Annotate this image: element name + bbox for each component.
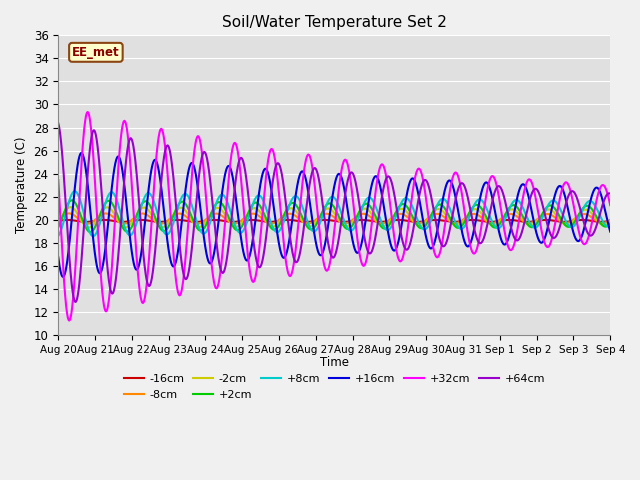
Line: +2cm: +2cm: [58, 200, 611, 232]
+32cm: [388, 219, 396, 225]
+2cm: [173, 204, 180, 210]
X-axis label: Time: Time: [320, 356, 349, 369]
-16cm: [606, 218, 614, 224]
+16cm: [607, 228, 614, 234]
Line: +8cm: +8cm: [58, 192, 611, 236]
-8cm: [65, 211, 73, 216]
+64cm: [606, 191, 614, 196]
-2cm: [209, 208, 216, 214]
+8cm: [388, 222, 396, 228]
+2cm: [86, 229, 94, 235]
-8cm: [209, 212, 216, 217]
-16cm: [398, 217, 406, 223]
+32cm: [209, 271, 216, 276]
+64cm: [607, 191, 614, 197]
-2cm: [607, 218, 614, 224]
Text: EE_met: EE_met: [72, 46, 120, 59]
+16cm: [209, 256, 216, 262]
+64cm: [54, 120, 62, 126]
-8cm: [173, 211, 180, 217]
-8cm: [554, 217, 562, 223]
-2cm: [398, 206, 406, 212]
-8cm: [83, 221, 91, 227]
-16cm: [54, 218, 62, 224]
+16cm: [388, 246, 396, 252]
+16cm: [59, 274, 67, 280]
+2cm: [398, 202, 406, 207]
-2cm: [173, 207, 180, 213]
+2cm: [606, 221, 614, 227]
+16cm: [54, 254, 62, 260]
-16cm: [173, 217, 180, 223]
-2cm: [54, 219, 62, 225]
Y-axis label: Temperature (C): Temperature (C): [15, 137, 28, 233]
-8cm: [398, 211, 406, 217]
-16cm: [597, 219, 605, 225]
+16cm: [398, 220, 406, 226]
-8cm: [54, 217, 62, 223]
Legend: -16cm, -8cm, -2cm, +2cm, +8cm, +16cm, +32cm, +64cm: -16cm, -8cm, -2cm, +2cm, +8cm, +16cm, +3…: [119, 370, 549, 404]
+2cm: [388, 216, 396, 222]
-16cm: [388, 217, 396, 223]
+2cm: [554, 211, 562, 216]
+64cm: [388, 181, 396, 187]
+16cm: [173, 255, 180, 261]
+2cm: [209, 207, 216, 213]
+64cm: [209, 201, 216, 206]
Line: -8cm: -8cm: [58, 214, 611, 224]
+2cm: [68, 197, 76, 203]
+32cm: [606, 202, 614, 207]
+8cm: [71, 189, 79, 194]
-2cm: [554, 215, 562, 220]
-16cm: [209, 217, 216, 223]
-16cm: [607, 218, 614, 224]
+32cm: [607, 202, 614, 208]
+16cm: [554, 184, 562, 190]
-2cm: [388, 215, 396, 220]
+8cm: [90, 233, 97, 239]
Line: -2cm: -2cm: [58, 207, 611, 228]
+32cm: [54, 177, 62, 183]
+16cm: [606, 228, 614, 234]
Line: +16cm: +16cm: [58, 153, 611, 277]
Line: +64cm: +64cm: [58, 123, 611, 302]
-16cm: [63, 217, 71, 223]
+64cm: [72, 299, 79, 305]
-2cm: [606, 218, 614, 224]
+32cm: [84, 109, 92, 115]
-2cm: [85, 225, 93, 230]
Title: Soil/Water Temperature Set 2: Soil/Water Temperature Set 2: [222, 15, 447, 30]
+8cm: [209, 212, 216, 217]
-8cm: [388, 215, 396, 220]
Line: -16cm: -16cm: [58, 220, 611, 222]
+8cm: [173, 208, 180, 214]
+8cm: [607, 223, 614, 229]
-8cm: [607, 217, 614, 223]
+64cm: [398, 235, 406, 241]
+32cm: [65, 318, 73, 324]
-2cm: [67, 204, 74, 210]
+8cm: [606, 223, 614, 229]
+2cm: [607, 220, 614, 226]
+64cm: [554, 229, 562, 235]
+64cm: [173, 210, 180, 216]
+2cm: [54, 225, 62, 230]
-8cm: [606, 217, 614, 223]
-16cm: [554, 218, 562, 224]
+16cm: [77, 150, 85, 156]
+32cm: [173, 283, 180, 289]
+8cm: [554, 202, 562, 208]
+32cm: [398, 257, 406, 263]
+8cm: [398, 199, 406, 204]
+8cm: [54, 233, 62, 239]
+32cm: [554, 204, 562, 210]
Line: +32cm: +32cm: [58, 112, 611, 321]
